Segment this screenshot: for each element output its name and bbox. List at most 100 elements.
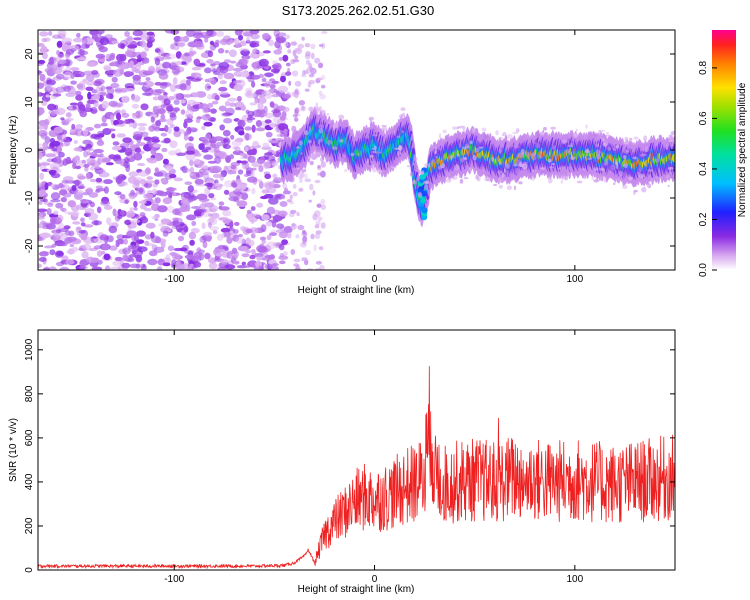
faint-cell — [372, 167, 377, 173]
noise-blob — [291, 125, 297, 133]
noise-blob — [54, 184, 65, 189]
noise-blob — [74, 179, 80, 187]
noise-blob — [115, 119, 124, 125]
noise-blob — [289, 209, 297, 214]
noise-blob — [233, 80, 238, 84]
noise-blob — [238, 58, 248, 67]
faint-cell — [624, 180, 629, 184]
noise-blob — [188, 136, 194, 142]
noise-blob — [201, 164, 209, 169]
noise-blob — [250, 233, 256, 239]
noise-blob — [81, 37, 88, 45]
noise-blob — [138, 239, 144, 244]
noise-blob — [299, 105, 307, 112]
faint-cell — [564, 149, 570, 154]
noise-blob — [124, 31, 130, 37]
noise-blob — [111, 133, 116, 139]
noise-blob — [183, 118, 193, 123]
faint-cell — [458, 173, 463, 178]
noise-blob — [78, 185, 86, 190]
noise-blob — [219, 124, 225, 131]
noise-blob — [227, 170, 234, 175]
noise-blob — [186, 103, 192, 111]
noise-blob — [80, 222, 86, 227]
noise-blob — [229, 230, 234, 239]
noise-blob — [251, 187, 256, 195]
noise-blob — [63, 85, 71, 92]
noise-blob — [310, 67, 317, 75]
faint-cell — [599, 167, 605, 171]
noise-blob — [257, 102, 264, 110]
noise-blob — [103, 253, 111, 261]
x-tick-label: -100 — [164, 274, 184, 285]
noise-blob — [278, 243, 285, 251]
ridge-cell — [671, 153, 675, 163]
noise-blob — [258, 181, 264, 189]
noise-blob — [77, 50, 89, 56]
noise-blob — [49, 216, 56, 225]
noise-blob — [56, 73, 65, 80]
noise-blob — [162, 197, 173, 205]
noise-blob — [185, 109, 194, 117]
noise-blob — [218, 206, 230, 211]
faint-cell — [641, 186, 647, 193]
noise-blob — [250, 249, 256, 254]
noise-blob — [255, 120, 262, 127]
noise-blob — [162, 230, 169, 237]
faint-cell — [513, 163, 519, 167]
faint-cell — [481, 169, 486, 173]
noise-blob — [133, 200, 138, 208]
noise-blob — [154, 197, 161, 204]
noise-blob — [59, 266, 70, 270]
noise-blob — [279, 201, 288, 207]
noise-blob — [189, 159, 194, 167]
noise-blob — [126, 230, 138, 237]
noise-blob — [144, 207, 153, 212]
noise-blob — [38, 43, 45, 47]
noise-blob — [51, 148, 57, 152]
noise-blob — [39, 172, 44, 180]
noise-blob — [38, 151, 43, 160]
faint-cell — [424, 163, 431, 168]
faint-cell — [451, 176, 458, 180]
noise-blob — [178, 212, 184, 217]
noise-blob — [173, 107, 181, 112]
noise-blob — [128, 122, 134, 128]
faint-cell — [603, 177, 607, 183]
noise-blob — [223, 59, 232, 63]
noise-blob — [81, 200, 89, 204]
noise-blob — [150, 116, 155, 123]
faint-cell — [414, 167, 420, 172]
noise-blob — [101, 100, 109, 109]
noise-blob — [240, 50, 245, 56]
noise-blob — [44, 85, 53, 94]
colorbar-label: Normalized spectral amplitude — [737, 82, 748, 217]
noise-blob — [267, 39, 275, 47]
noise-blob — [208, 262, 218, 270]
faint-cell — [371, 147, 375, 150]
noise-blob — [320, 222, 326, 229]
noise-blob — [289, 194, 293, 200]
noise-blob — [194, 178, 204, 185]
noise-blob — [263, 105, 268, 114]
noise-blob — [191, 206, 201, 209]
noise-blob — [151, 123, 161, 130]
noise-blob — [305, 51, 311, 57]
noise-blob — [292, 191, 298, 197]
noise-blob — [132, 121, 138, 129]
noise-blob — [106, 128, 116, 132]
faint-cell — [388, 167, 390, 173]
noise-blob — [88, 212, 99, 221]
noise-blob — [183, 225, 189, 233]
noise-blob — [83, 164, 90, 168]
noise-blob — [271, 263, 279, 267]
noise-blob — [100, 200, 111, 206]
noise-blob — [85, 127, 94, 131]
noise-blob — [91, 266, 103, 270]
faint-cell — [326, 139, 333, 145]
noise-blob — [86, 72, 92, 77]
noise-blob — [75, 165, 81, 170]
noise-blob — [76, 32, 81, 38]
faint-cell — [339, 139, 344, 143]
